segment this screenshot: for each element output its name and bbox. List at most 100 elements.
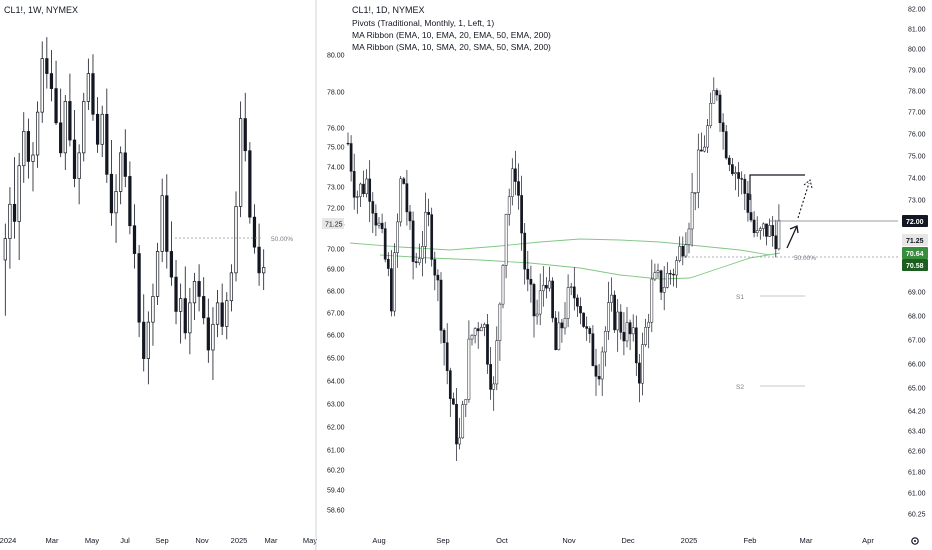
pivots-indicator-label[interactable]: Pivots (Traditional, Monthly, 1, Left, 1… (352, 18, 494, 28)
right-axis-tick-label: 79.00 (908, 68, 926, 75)
daily-candle (653, 272, 657, 280)
daily-candle (576, 297, 579, 307)
daily-candle (656, 270, 660, 273)
left-axis-tick-label: 74.00 (327, 165, 345, 172)
daily-candle (439, 279, 443, 331)
daily-candle (464, 399, 468, 405)
right-axis-tick-label: 65.00 (908, 386, 926, 393)
left-axis-tick-label: 73.00 (327, 185, 345, 192)
daily-candle (644, 327, 647, 345)
sma-ribbon-indicator-label[interactable]: MA Ribbon (SMA, 10, SMA, 20, SMA, 50, SM… (352, 42, 551, 52)
price-tag-label: 72.00 (906, 219, 924, 226)
daily-candle (700, 149, 703, 152)
daily-candle (724, 131, 728, 159)
daily-candle (749, 212, 753, 221)
right-axis-tick-label: 63.40 (908, 429, 926, 436)
right-axis-tick-label: 76.00 (908, 132, 926, 139)
weekly-candle (174, 276, 178, 312)
left-axis-tick-label: 68.00 (327, 289, 345, 296)
projection-arrowhead (789, 225, 799, 234)
right-axis-tick-label: 78.00 (908, 89, 926, 96)
weekly-candle (8, 203, 12, 239)
left-axis-tick-label: 58.60 (327, 508, 345, 515)
daily-candle (765, 223, 768, 237)
daily-candle (560, 322, 564, 329)
gear-icon[interactable] (911, 537, 919, 545)
weekly-candle (109, 173, 114, 214)
daily-candle (758, 228, 762, 231)
weekly-candle (155, 251, 160, 297)
daily-candle (600, 351, 604, 380)
daily-candle (492, 383, 496, 390)
left-axis-tick-label: 62.00 (327, 425, 345, 432)
resistance-line[interactable] (749, 174, 805, 200)
weekly-candle (45, 58, 49, 74)
projection-arrow[interactable] (786, 225, 798, 249)
weekly-candle (188, 302, 192, 334)
price-tags: 72.00 71.25 70.64 70.58 (902, 215, 928, 271)
daily-candle (445, 342, 449, 371)
left-axis-tick-label: 65.00 (327, 356, 345, 363)
daily-candle (411, 220, 415, 262)
weekly-x-tick-label: Sep (155, 536, 168, 545)
weekly-candle (49, 73, 54, 89)
daily-candle (461, 404, 465, 439)
daily-candle (569, 286, 573, 288)
daily-candle (507, 196, 511, 215)
weekly-candle (211, 323, 215, 351)
weekly-candle (12, 203, 17, 222)
right-axis-tick-label: 73.00 (908, 198, 926, 205)
daily-right-price-axis[interactable]: 82.00 81.00 80.00 79.00 78.00 77.00 76.00 75.00… (908, 7, 926, 519)
weekly-chart-panel: CL1!, 1W, NYMEX 50.00% 2024 Mar May Jul Sep N… (0, 5, 317, 545)
daily-candle (675, 260, 678, 276)
weekly-chart-ticker: CL1!, 1W, NYMEX (4, 5, 78, 15)
daily-candle (634, 327, 638, 364)
right-axis-tick-label: 81.00 (908, 27, 926, 34)
daily-candle (690, 192, 694, 230)
right-axis-tick-label: 60.25 (908, 512, 926, 519)
daily-candle (517, 181, 520, 196)
weekly-candle (68, 101, 72, 141)
daily-candle (572, 286, 576, 299)
daily-candle (455, 404, 458, 445)
weekly-candle (179, 298, 183, 312)
daily-candle (554, 317, 558, 351)
daily-x-tick-label: Feb (744, 536, 757, 545)
right-axis-tick-label: 75.00 (908, 154, 926, 161)
daily-chart-panel: CL1!, 1D, NYMEX Pivots (Traditional, Mon… (322, 5, 928, 545)
daily-candle (510, 168, 514, 197)
weekly-candle (202, 296, 206, 319)
daily-candle (476, 328, 480, 332)
daily-candle (424, 211, 427, 247)
daily-candle (405, 183, 409, 213)
daily-candle (585, 326, 589, 329)
daily-candle (504, 214, 508, 266)
daily-candle (613, 294, 616, 331)
weekly-candle (234, 206, 238, 274)
weekly-candle (40, 58, 44, 113)
daily-candle (514, 168, 517, 182)
weekly-x-tick-label: May (303, 536, 317, 545)
weekly-candle (239, 118, 243, 207)
daily-candle (529, 278, 533, 285)
weekly-candle (22, 131, 26, 167)
weekly-candle (197, 281, 201, 297)
ema-ribbon-indicator-label[interactable]: MA Ribbon (EMA, 10, EMA, 20, EMA, 50, EM… (352, 30, 551, 40)
weekly-candle (26, 131, 30, 162)
daily-candle (486, 324, 489, 365)
daily-candle (489, 364, 492, 390)
daily-candle (551, 280, 554, 319)
daily-candle (650, 278, 654, 323)
pivot-s1-label: S1 (736, 294, 744, 301)
weekly-candle (165, 195, 169, 252)
daily-candle (616, 311, 620, 331)
daily-candle (362, 183, 365, 195)
daily-x-tick-label: Apr (862, 536, 874, 545)
weekly-candle (119, 152, 123, 192)
daily-candle (430, 214, 434, 260)
daily-candle (548, 280, 551, 289)
daily-candle (470, 334, 474, 340)
daily-candle (709, 103, 713, 126)
daily-candle (706, 125, 709, 148)
left-axis-tick-label: 64.00 (327, 379, 345, 386)
